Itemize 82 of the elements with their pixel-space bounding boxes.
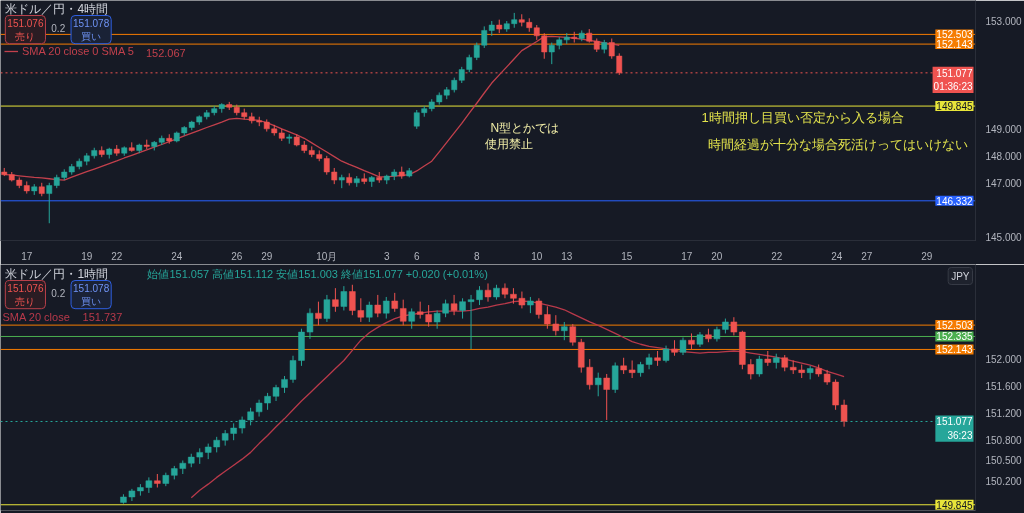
candlestick [340,285,348,311]
candlestick [383,296,390,320]
annotation: 0.2 [51,287,66,299]
candlestick [611,361,619,394]
legend-label: SMA 20 close 0 SMA 5 [22,45,134,57]
y-axis-title: JPY [951,270,970,282]
x-tick-label: 17 [681,250,693,262]
candlestick [484,282,492,303]
annotation: 151.078 買い [73,17,110,42]
ref-line-label: 152.503 [936,320,973,332]
x-tick-label: 19 [81,250,93,262]
y-tick-label: 145.000 [985,231,1023,243]
x-tick-label: 17 [21,250,33,262]
x-tick-label: 27 [861,250,873,262]
y-tick-label: 150.500 [985,455,1023,467]
x-tick-label: 10 [531,250,543,262]
y-tick-label: 148.000 [985,150,1023,162]
annotation: 151.737 [82,310,123,323]
x-tick-label: 20 [711,250,723,262]
x-tick-label: 15 [621,250,633,262]
ref-line-label: 151.077 36:23 [936,416,973,441]
x-tick-label: 10月 [316,250,338,262]
candlestick [544,305,551,330]
annotation: N型とかでは [490,120,560,135]
ref-line-label: 152.143 [936,344,973,356]
x-tick-label: 29 [261,250,273,262]
chart-subtitle: 始値151.057 高値151.112 安値151.003 終値151.077 +0.020 (+0.01%) [147,267,488,280]
candlestick [569,323,576,347]
y-tick-label: 147.000 [985,177,1023,189]
ref-line-label: 152.143 [936,39,973,51]
annotation: 1時間押し目買い否定から入る場合 [701,109,904,125]
x-tick-label: 24 [171,250,183,262]
x-tick-label: 3 [383,250,390,262]
x-tick-label: 22 [771,250,783,262]
candlestick [323,294,331,323]
candlestick [756,355,763,378]
candlestick [501,282,509,299]
candlestick [561,321,568,341]
candlestick [730,316,738,336]
annotation: 151.078 買い [73,282,110,307]
x-tick-label: 13 [561,250,573,262]
candlestick [595,372,602,397]
candlestick [628,359,636,379]
candlestick [366,301,373,323]
annotation: 152.067 [145,46,186,59]
ref-line-label: 146.332 [936,195,973,207]
annotation: 151.076 売り [7,17,44,42]
candlestick [535,297,543,320]
annotation: 使用禁止 [484,136,533,151]
y-tick-label: 150.200 [985,475,1023,487]
x-tick-label: 24 [831,250,843,262]
candlestick [408,307,415,330]
ref-line-label: 152.503 [936,29,973,41]
ref-line-label: 149.845 [936,101,973,113]
y-tick-label: 153.000 [985,15,1023,27]
ref-line-label: 149.845 [936,499,973,511]
candlestick [391,292,398,313]
x-tick-label: 22 [111,250,123,262]
chart-title: 米ドル／円・4時間 [5,1,109,16]
candlestick [603,373,610,421]
annotation: 151.076 売り [7,282,44,307]
ref-line-label: 152.335 [936,331,973,343]
text: SMA 20 close [2,310,70,323]
y-tick-label: 151.600 [985,381,1023,393]
annotation: 0.2 [51,22,66,34]
annotation: 時間経過が十分な場合死活けってはいけない [707,136,968,152]
chart-title: 米ドル／円・1時間 [5,266,109,281]
candlestick [332,287,339,313]
candlestick [374,294,381,318]
x-tick-label: 8 [473,250,480,262]
candlestick [552,314,560,336]
y-tick-label: 151.200 [985,408,1023,420]
y-tick-label: 150.800 [985,435,1023,447]
candlestick [400,299,407,326]
x-tick-label: 26 [231,250,243,262]
y-tick-label: 152.000 [985,354,1023,366]
x-tick-label: 29 [921,250,933,262]
candlestick [315,301,322,326]
candlestick [450,294,458,316]
x-tick-label: 6 [413,250,420,262]
ref-line-label: 151.077 01:36:23 [933,67,973,93]
y-tick-label: 149.000 [985,123,1023,135]
